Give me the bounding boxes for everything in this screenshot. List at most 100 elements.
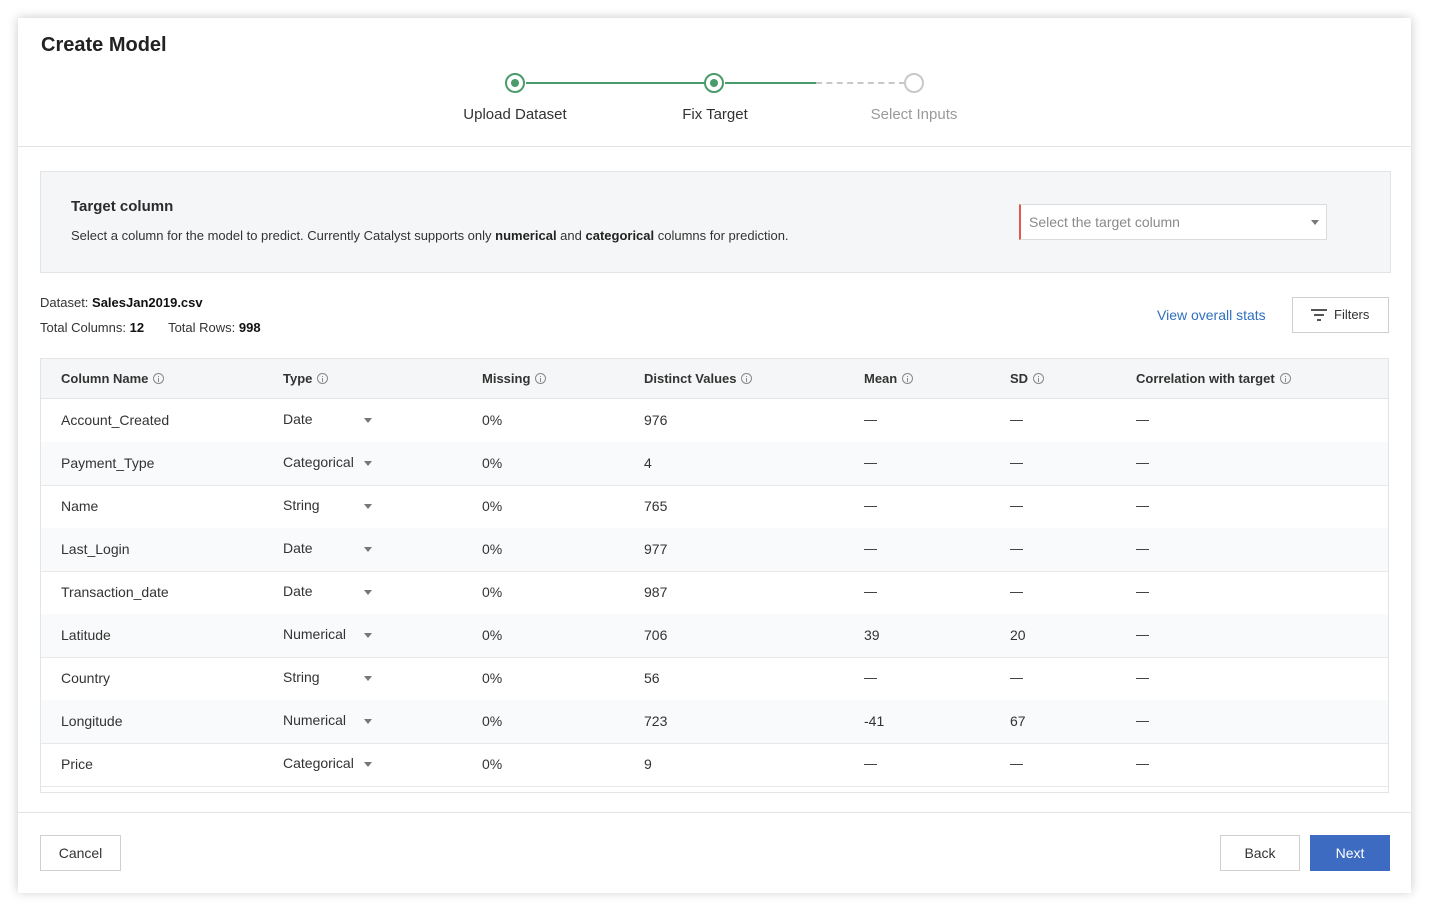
header-label: Column Name xyxy=(61,371,149,386)
cell-column-name: Price xyxy=(61,756,93,772)
total-columns-value: 12 xyxy=(129,320,145,335)
header-sd: SD xyxy=(1010,371,1045,386)
dataset-name: SalesJan2019.csv xyxy=(92,295,203,310)
cell-distinct-values: 4 xyxy=(644,455,652,471)
table-header: Column Name Type Missing Distinct Values… xyxy=(41,359,1388,399)
dataset-info: Dataset: SalesJan2019.csv xyxy=(40,295,203,310)
view-overall-stats-link[interactable]: View overall stats xyxy=(1157,307,1266,323)
header-label: Distinct Values xyxy=(644,371,737,386)
create-model-dialog: Create Model Upload Dataset Fix Target S… xyxy=(18,18,1411,893)
table-row: Account_Created Date 0% 976 xyxy=(41,399,1388,443)
cell-distinct-values: 976 xyxy=(644,412,668,428)
desc-text: Select a column for the model to predict… xyxy=(71,228,496,243)
cell-column-name: Longitude xyxy=(61,713,123,729)
cell-correlation-empty xyxy=(1136,670,1149,686)
type-select[interactable]: Categorical xyxy=(283,454,378,474)
header-label: Mean xyxy=(864,371,898,386)
dataset-label: Dataset: xyxy=(40,295,93,310)
cell-missing: 0% xyxy=(482,455,503,471)
type-select[interactable]: Date xyxy=(283,540,378,560)
target-column-panel: Target column Select a column for the mo… xyxy=(40,171,1391,273)
type-select-value: Numerical xyxy=(283,712,347,728)
type-select[interactable]: Numerical xyxy=(283,626,378,646)
target-column-select[interactable] xyxy=(1019,204,1327,240)
cell-mean-empty xyxy=(864,756,877,772)
page-title: Create Model xyxy=(41,34,167,56)
type-select[interactable]: Date xyxy=(283,583,378,603)
total-rows-label: Total Rows: xyxy=(168,320,239,335)
cell-sd-empty xyxy=(1010,498,1023,514)
cell-mean-empty xyxy=(864,498,877,514)
chevron-down-icon xyxy=(1311,220,1319,225)
cell-sd-empty xyxy=(1010,584,1023,600)
cell-missing: 0% xyxy=(482,627,503,643)
type-select-value: String xyxy=(283,669,320,685)
info-icon[interactable] xyxy=(1033,373,1045,384)
progress-line-complete-2 xyxy=(725,82,816,84)
cell-mean-empty xyxy=(864,412,877,428)
cancel-button[interactable]: Cancel xyxy=(40,835,121,871)
cell-mean-empty xyxy=(864,455,877,471)
cell-correlation-empty xyxy=(1136,455,1149,471)
cell-missing: 0% xyxy=(482,713,503,729)
table-row: Payment_Type Categorical 0% 4 xyxy=(41,442,1388,486)
type-select[interactable]: String xyxy=(283,669,378,689)
dataset-counts: Total Columns: 12 Total Rows: 998 xyxy=(40,320,261,335)
info-icon[interactable] xyxy=(317,373,329,384)
cell-correlation-empty xyxy=(1136,627,1149,643)
table-row: Name String 0% 765 xyxy=(41,485,1388,529)
type-select-value: String xyxy=(283,497,320,513)
cell-column-name: Latitude xyxy=(61,627,111,643)
header-mean: Mean xyxy=(864,371,914,386)
header-label: Correlation with target xyxy=(1136,371,1275,386)
back-button[interactable]: Back xyxy=(1220,835,1300,871)
info-icon[interactable] xyxy=(741,373,753,384)
type-select[interactable]: Numerical xyxy=(283,712,378,732)
type-select-value: Categorical xyxy=(283,755,354,771)
type-select[interactable]: Date xyxy=(283,411,378,431)
step-label-fix-target: Fix Target xyxy=(682,106,748,123)
chevron-down-icon xyxy=(364,418,372,423)
cell-missing: 0% xyxy=(482,498,503,514)
cell-sd-empty xyxy=(1010,541,1023,557)
cell-distinct-values: 56 xyxy=(644,670,660,686)
info-icon[interactable] xyxy=(902,373,914,384)
dialog-header: Create Model Upload Dataset Fix Target S… xyxy=(18,18,1411,147)
filters-button[interactable]: Filters xyxy=(1292,297,1389,333)
desc-text: and xyxy=(556,228,586,243)
chevron-down-icon xyxy=(364,676,372,681)
chevron-down-icon xyxy=(364,590,372,595)
cell-distinct-values: 977 xyxy=(644,541,668,557)
chevron-down-icon xyxy=(364,762,372,767)
table-row: Country String 0% 56 xyxy=(41,657,1388,701)
target-column-heading: Target column xyxy=(71,198,174,215)
target-column-input[interactable] xyxy=(1029,205,1299,239)
info-icon[interactable] xyxy=(535,373,547,384)
header-column-name: Column Name xyxy=(61,371,165,386)
next-button[interactable]: Next xyxy=(1310,835,1390,871)
filter-icon xyxy=(1311,309,1327,321)
type-select[interactable]: Categorical xyxy=(283,755,378,775)
type-select[interactable]: String xyxy=(283,497,378,517)
chevron-down-icon xyxy=(364,504,372,509)
info-icon[interactable] xyxy=(153,373,165,384)
columns-table: Column Name Type Missing Distinct Values… xyxy=(40,358,1389,793)
cell-sd-empty xyxy=(1010,670,1023,686)
cell-sd-empty xyxy=(1010,455,1023,471)
target-column-description: Select a column for the model to predict… xyxy=(71,228,789,243)
step-select-inputs-icon xyxy=(904,73,924,93)
header-type: Type xyxy=(283,371,329,386)
info-icon[interactable] xyxy=(1279,373,1291,384)
header-label: Type xyxy=(283,371,313,386)
cell-sd: 20 xyxy=(1010,627,1026,643)
chevron-down-icon xyxy=(364,719,372,724)
filters-button-label: Filters xyxy=(1334,307,1370,322)
progress-line-complete-1 xyxy=(526,82,705,84)
table-row: Price Categorical 0% 9 xyxy=(41,743,1388,787)
cell-correlation-empty xyxy=(1136,756,1149,772)
header-label: Missing xyxy=(482,371,531,386)
type-select-value: Date xyxy=(283,411,313,427)
cell-correlation-empty xyxy=(1136,584,1149,600)
table-row: Transaction_date Date 0% 987 xyxy=(41,571,1388,615)
step-fix-target-icon xyxy=(704,73,724,93)
